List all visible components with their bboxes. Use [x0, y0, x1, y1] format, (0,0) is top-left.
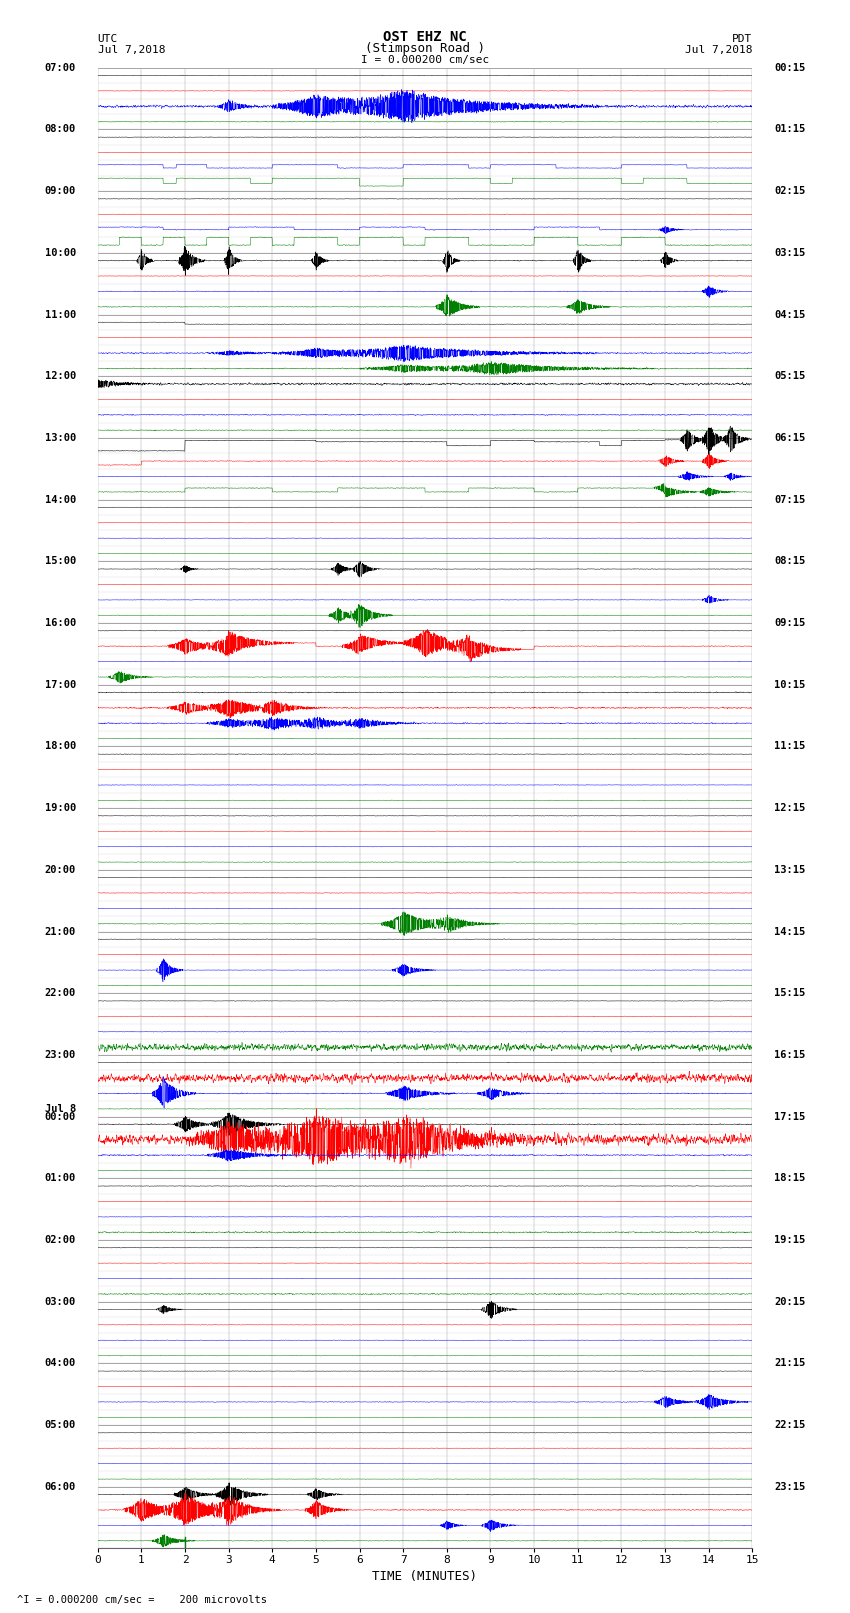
Text: 12:15: 12:15 [774, 803, 805, 813]
Text: UTC: UTC [98, 34, 118, 44]
Text: Jul 7,2018: Jul 7,2018 [685, 45, 752, 55]
Text: 01:15: 01:15 [774, 124, 805, 134]
Text: 16:15: 16:15 [774, 1050, 805, 1060]
Text: (Stimpson Road ): (Stimpson Road ) [365, 42, 485, 55]
Text: 21:15: 21:15 [774, 1358, 805, 1368]
Text: 10:00: 10:00 [45, 248, 76, 258]
Text: 07:00: 07:00 [45, 63, 76, 73]
Text: 08:00: 08:00 [45, 124, 76, 134]
Text: 19:00: 19:00 [45, 803, 76, 813]
Text: 13:15: 13:15 [774, 865, 805, 874]
Text: 15:00: 15:00 [45, 556, 76, 566]
Text: 11:15: 11:15 [774, 742, 805, 752]
Text: 02:15: 02:15 [774, 185, 805, 197]
Text: 17:00: 17:00 [45, 679, 76, 690]
Text: 05:15: 05:15 [774, 371, 805, 381]
Text: 02:00: 02:00 [45, 1236, 76, 1245]
Text: 09:15: 09:15 [774, 618, 805, 627]
Text: 19:15: 19:15 [774, 1236, 805, 1245]
Text: 22:00: 22:00 [45, 989, 76, 998]
Text: 01:00: 01:00 [45, 1173, 76, 1184]
Text: 09:00: 09:00 [45, 185, 76, 197]
Text: 03:00: 03:00 [45, 1297, 76, 1307]
Text: 08:15: 08:15 [774, 556, 805, 566]
Text: 13:00: 13:00 [45, 432, 76, 444]
Text: 23:00: 23:00 [45, 1050, 76, 1060]
Text: 10:15: 10:15 [774, 679, 805, 690]
Text: 15:15: 15:15 [774, 989, 805, 998]
Text: PDT: PDT [732, 34, 752, 44]
Text: Jul 7,2018: Jul 7,2018 [98, 45, 165, 55]
Text: Jul 8: Jul 8 [45, 1103, 76, 1115]
Text: 21:00: 21:00 [45, 926, 76, 937]
Text: 00:00: 00:00 [45, 1111, 76, 1121]
Text: 06:15: 06:15 [774, 432, 805, 444]
Text: 18:15: 18:15 [774, 1173, 805, 1184]
Text: 00:15: 00:15 [774, 63, 805, 73]
Text: ^I = 0.000200 cm/sec =    200 microvolts: ^I = 0.000200 cm/sec = 200 microvolts [17, 1595, 267, 1605]
Text: 18:00: 18:00 [45, 742, 76, 752]
Text: 05:00: 05:00 [45, 1419, 76, 1431]
Text: 04:00: 04:00 [45, 1358, 76, 1368]
Text: 22:15: 22:15 [774, 1419, 805, 1431]
Text: 23:15: 23:15 [774, 1482, 805, 1492]
Text: 12:00: 12:00 [45, 371, 76, 381]
Text: I = 0.000200 cm/sec: I = 0.000200 cm/sec [361, 55, 489, 65]
Text: 07:15: 07:15 [774, 495, 805, 505]
Text: 14:00: 14:00 [45, 495, 76, 505]
Text: 20:00: 20:00 [45, 865, 76, 874]
Text: 17:15: 17:15 [774, 1111, 805, 1121]
X-axis label: TIME (MINUTES): TIME (MINUTES) [372, 1569, 478, 1582]
Text: 20:15: 20:15 [774, 1297, 805, 1307]
Text: 06:00: 06:00 [45, 1482, 76, 1492]
Text: 16:00: 16:00 [45, 618, 76, 627]
Text: OST EHZ NC: OST EHZ NC [383, 31, 467, 44]
Text: 04:15: 04:15 [774, 310, 805, 319]
Text: 14:15: 14:15 [774, 926, 805, 937]
Text: 11:00: 11:00 [45, 310, 76, 319]
Text: 03:15: 03:15 [774, 248, 805, 258]
